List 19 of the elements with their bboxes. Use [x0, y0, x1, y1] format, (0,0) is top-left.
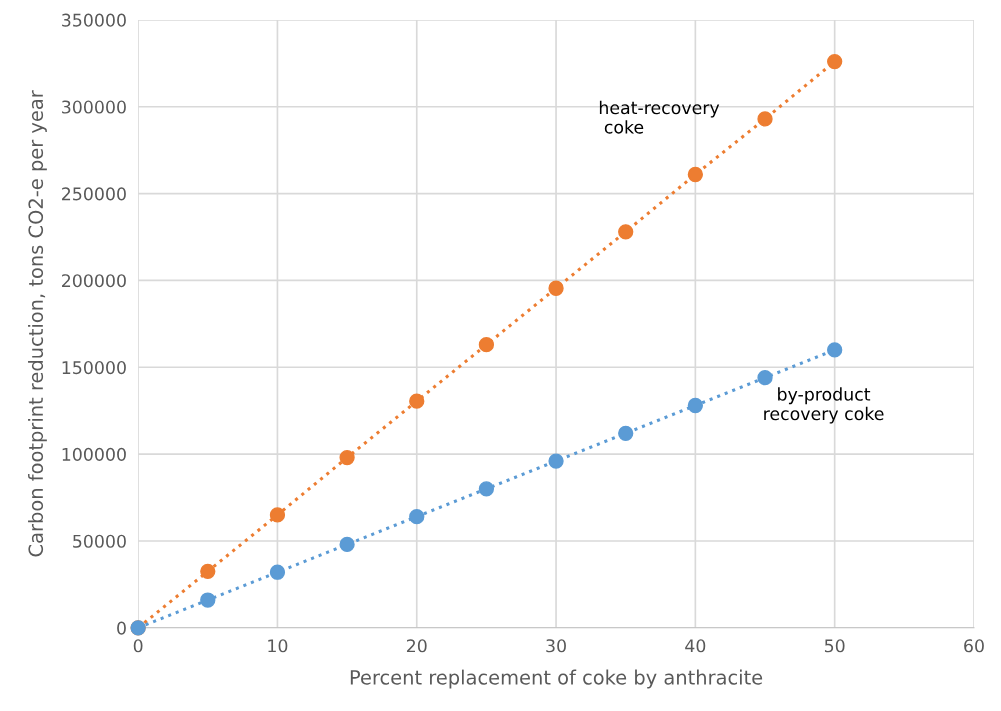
series-label: heat-recovery coke [599, 100, 720, 134]
y-tick-label: 250000 [62, 187, 126, 201]
y-tick-label: 150000 [62, 360, 126, 375]
y-tick-label: 100000 [62, 447, 126, 461]
x-tick-label: 30 [546, 639, 566, 653]
y-tick-label: 350000 [62, 13, 126, 27]
y-axis-title: Carbon footprint reduction, tons CO2-e per year [28, 90, 47, 557]
x-tick-label: 10 [268, 639, 288, 653]
y-tick-label: 200000 [62, 274, 126, 288]
x-tick-label: 50 [824, 639, 845, 653]
x-tick-label: 40 [685, 639, 706, 653]
x-tick-label: 0 [133, 639, 143, 653]
x-axis-title: Percent replacement of coke by anthracite [350, 669, 763, 689]
y-tick-label: 300000 [62, 100, 126, 114]
x-tick-label: 20 [406, 639, 427, 653]
series-label: by-product recovery coke [764, 387, 884, 424]
y-tick-label: 0 [117, 621, 126, 635]
y-tick-label: 50000 [73, 534, 126, 548]
x-tick-label: 60 [964, 639, 984, 653]
